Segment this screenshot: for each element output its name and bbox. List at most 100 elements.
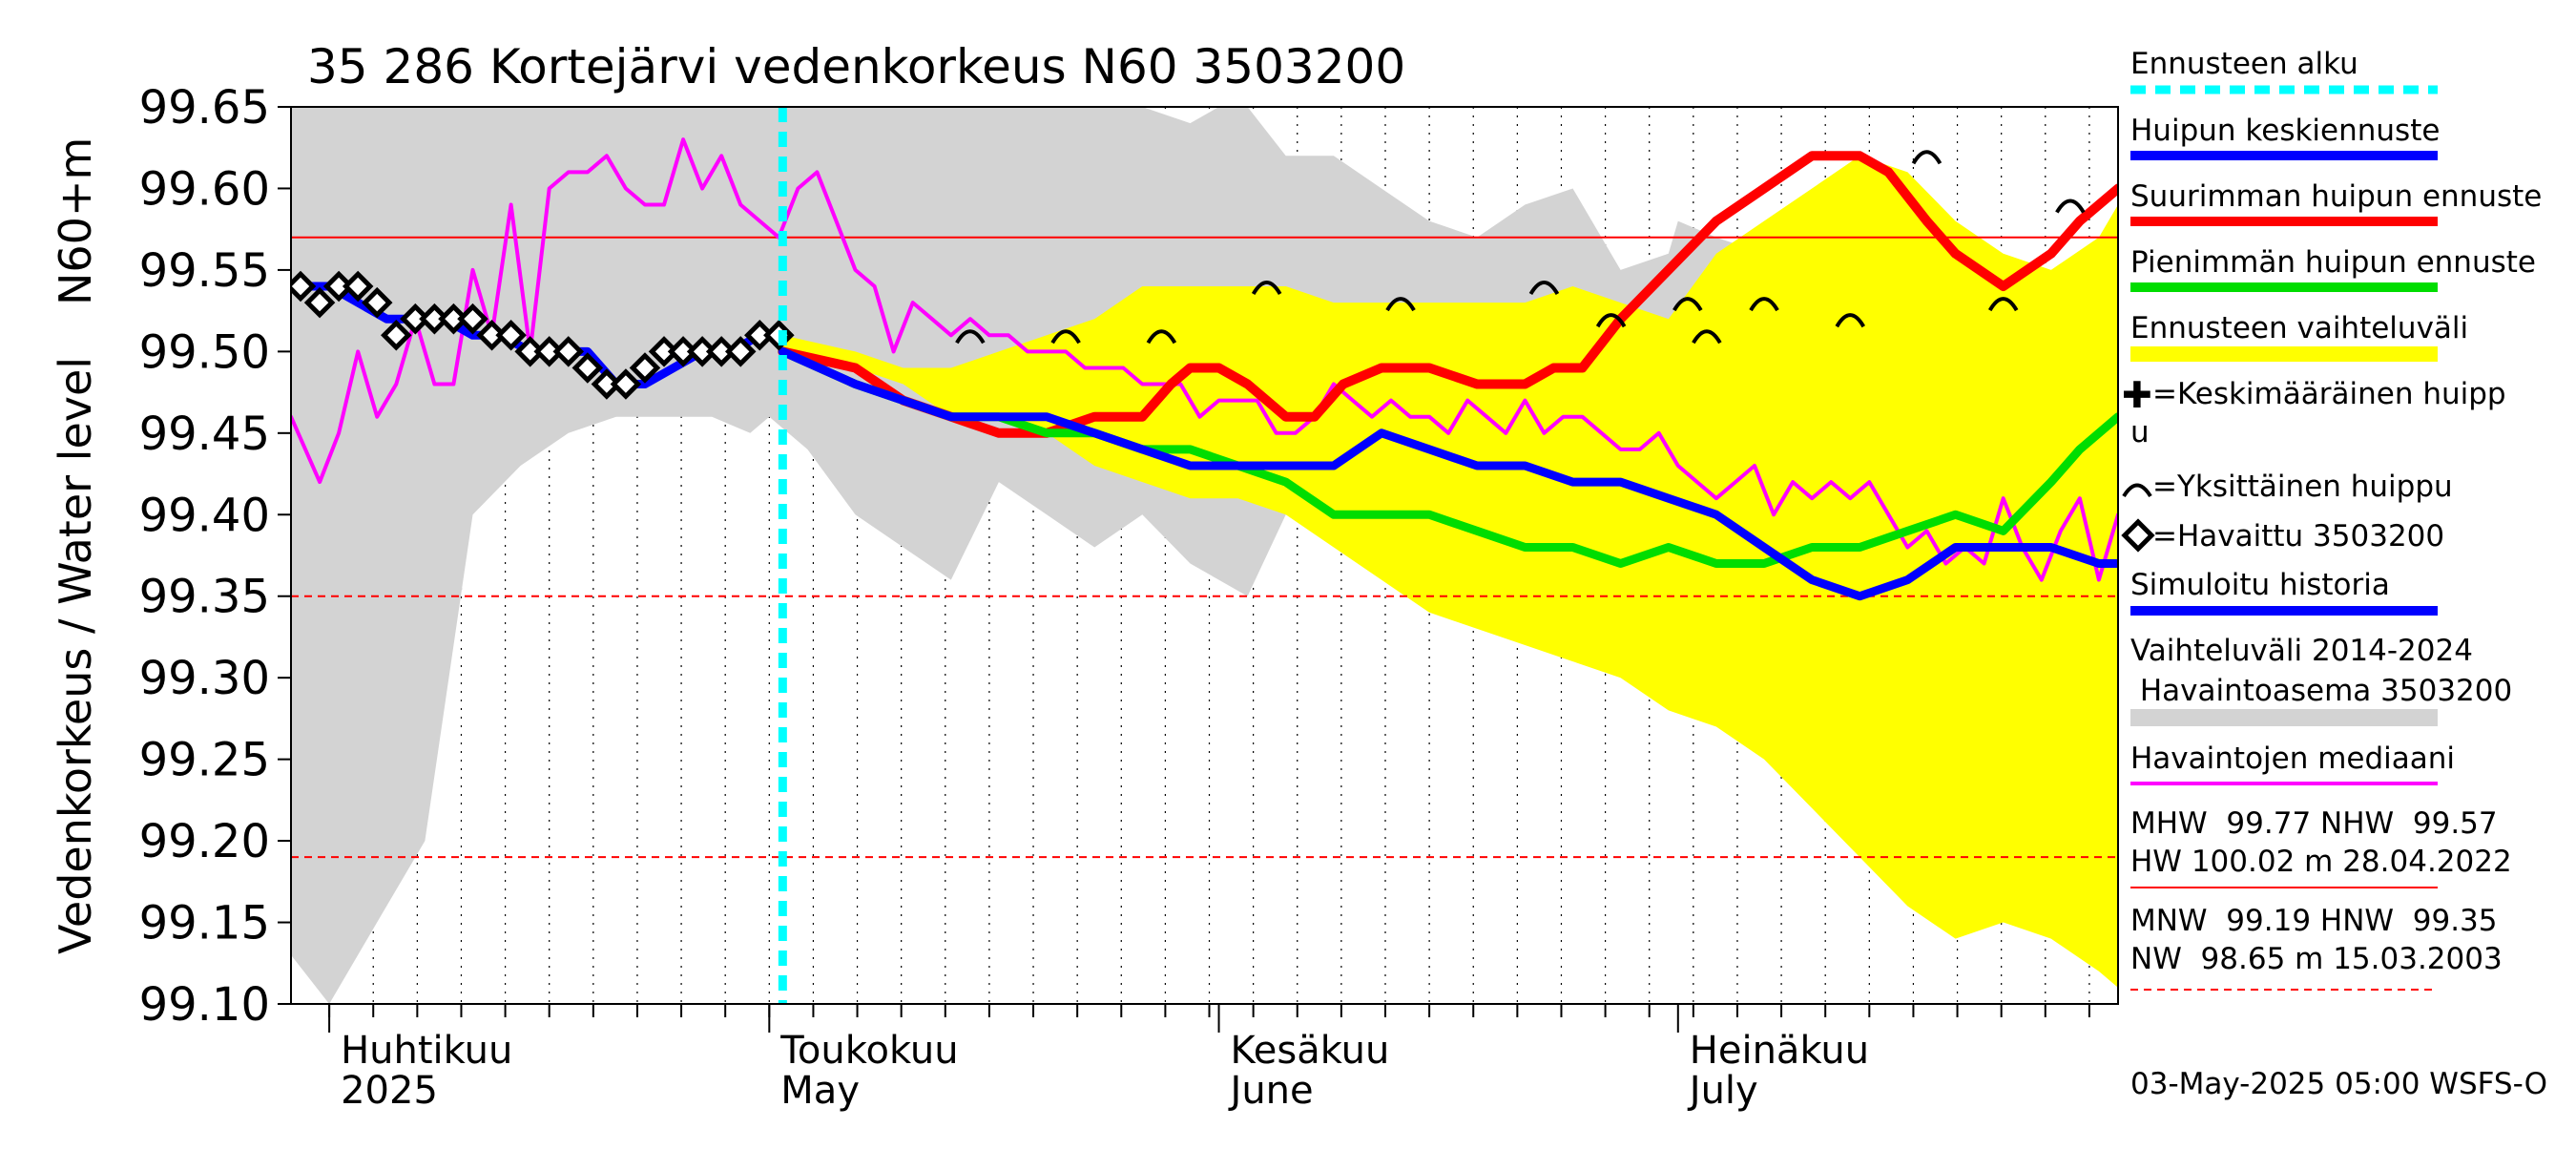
single-peak-point bbox=[1911, 150, 1942, 165]
y-axis-label: Vedenkorkeus / Water level bbox=[50, 357, 101, 954]
single-peak-point bbox=[1385, 297, 1416, 312]
single-peak-point bbox=[1672, 297, 1703, 312]
observed-point bbox=[648, 336, 680, 367]
observed-point bbox=[303, 286, 336, 319]
single-peak-point bbox=[1692, 329, 1722, 345]
stats-line-3: MNW 99.19 HNW 99.35 bbox=[2130, 904, 2498, 938]
observed-point bbox=[552, 336, 585, 367]
y-tick-label: 99.10 bbox=[139, 978, 270, 1032]
observed-point bbox=[667, 336, 699, 367]
y-tick-label: 99.40 bbox=[139, 489, 270, 542]
y-axis-ticks: 99.65 99.60 99.55 99.50 99.45 99.40 99.35 99.30… bbox=[139, 81, 291, 1032]
single-peak-point bbox=[955, 329, 986, 345]
y-tick-label: 99.25 bbox=[139, 734, 270, 787]
legend-label-avg-peak-cont: u bbox=[2130, 415, 2150, 449]
observed-point bbox=[291, 270, 317, 303]
legend-label-min-peak: Pienimmän huipun ennuste bbox=[2130, 245, 2536, 280]
plus-icon: ✚ bbox=[2122, 374, 2152, 416]
x-tick-label-toukokuu: Toukokuu bbox=[779, 1029, 958, 1073]
x-tick-label-huhtikuu: Huhtikuu bbox=[341, 1029, 512, 1073]
legend-label-forecast-start: Ennusteen alku bbox=[2130, 47, 2358, 81]
single-peak-point bbox=[1987, 297, 2019, 312]
legend-swatch-hist-range bbox=[2130, 709, 2438, 726]
legend-label-mean-peak: Huipun keskiennuste bbox=[2130, 114, 2440, 148]
legend-swatch-forecast-range bbox=[2130, 346, 2438, 362]
plot-frame bbox=[290, 106, 2119, 1005]
y-tick-label: 99.50 bbox=[139, 325, 270, 379]
legend: Ennusteen alku Huipun keskiennuste Suuri… bbox=[2121, 47, 2547, 1101]
legend-label-max-peak: Suurimman huipun ennuste bbox=[2130, 179, 2542, 214]
legend-label-forecast-range: Ennusteen vaihteluväli bbox=[2130, 311, 2468, 345]
x-tick-sublabel-july: July bbox=[1687, 1069, 1758, 1113]
y-tick-label: 99.35 bbox=[139, 571, 270, 624]
observed-point bbox=[744, 320, 776, 351]
single-peak-point bbox=[2055, 198, 2086, 214]
line-havaintojen-mediaani bbox=[291, 137, 2118, 582]
y-tick-label: 99.60 bbox=[139, 162, 270, 216]
series-lines bbox=[291, 137, 2118, 601]
observed-point bbox=[724, 336, 757, 367]
y-tick-label: 99.15 bbox=[139, 897, 270, 951]
timestamp-footer: 03-May-2025 05:00 WSFS-O bbox=[2130, 1067, 2547, 1101]
legend-label-avg-peak: =Keskimääräinen huipp bbox=[2152, 377, 2506, 411]
stats-line-4: NW 98.65 m 15.03.2003 bbox=[2130, 942, 2503, 976]
observed-point bbox=[457, 303, 488, 335]
y-tick-label: 99.20 bbox=[139, 815, 270, 868]
bands bbox=[291, 107, 2118, 1004]
chart-title: 35 286 Kortejärvi vedenkorkeus N60 35032… bbox=[307, 39, 1405, 94]
series-markers bbox=[291, 150, 2086, 400]
legend-label-single-peak: =Yksittäinen huippu bbox=[2152, 470, 2453, 504]
observed-point bbox=[533, 336, 565, 367]
observed-point bbox=[591, 368, 623, 400]
stats-line-2: HW 100.02 m 28.04.2022 bbox=[2130, 845, 2512, 879]
y-tick-label: 99.45 bbox=[139, 407, 270, 461]
observed-point bbox=[495, 320, 527, 351]
observed-point bbox=[629, 352, 661, 384]
stats-line-1: MHW 99.77 NHW 99.57 bbox=[2130, 806, 2498, 841]
single-peak-point bbox=[1146, 329, 1177, 345]
reference-lines bbox=[291, 236, 2118, 859]
single-peak-point bbox=[1835, 313, 1865, 328]
x-tick-sublabel-may: May bbox=[780, 1069, 860, 1113]
single-peak-point bbox=[1595, 313, 1627, 328]
single-peak-point bbox=[1749, 297, 1779, 312]
x-tick-sublabel-june: June bbox=[1228, 1069, 1314, 1113]
observed-point bbox=[342, 270, 374, 303]
observed-point bbox=[438, 303, 469, 335]
plot-area bbox=[291, 107, 2118, 1004]
single-peak-point bbox=[1528, 281, 1560, 296]
arc-icon bbox=[2122, 483, 2152, 498]
x-tick-sublabel-2025: 2025 bbox=[341, 1069, 438, 1113]
y-tick-label: 99.55 bbox=[139, 244, 270, 298]
line-pienimm-n-huipun-ennuste bbox=[778, 346, 2118, 568]
single-peak-point bbox=[1050, 329, 1081, 345]
x-tick-label-kes-kuu: Kesäkuu bbox=[1231, 1029, 1390, 1073]
y-tick-label: 99.30 bbox=[139, 652, 270, 705]
legend-label-median: Havaintojen mediaani bbox=[2130, 742, 2455, 776]
observed-point bbox=[419, 303, 450, 335]
observed-point bbox=[381, 320, 412, 351]
legend-label-hist-range: Vaihteluväli 2014-2024 bbox=[2130, 634, 2473, 668]
legend-label-observed: =Havaittu 3503200 bbox=[2152, 519, 2444, 554]
observed-point bbox=[705, 336, 737, 367]
line-huipun-keskiennuste bbox=[778, 346, 2118, 601]
single-peak-point bbox=[1251, 281, 1282, 296]
observed-point bbox=[322, 270, 355, 303]
observed-point bbox=[571, 352, 604, 384]
observed-point bbox=[686, 336, 718, 367]
observed-point bbox=[476, 320, 508, 351]
band-ennusteen-vaihteluv-li bbox=[782, 156, 2118, 988]
observed-point bbox=[400, 303, 431, 335]
y-tick-label: 99.65 bbox=[139, 81, 270, 135]
x-tick-label-hein-kuu: Heinäkuu bbox=[1690, 1029, 1869, 1073]
legend-label-sim-history: Simuloitu historia bbox=[2130, 568, 2390, 602]
diamond-icon bbox=[2121, 518, 2155, 553]
observed-point bbox=[610, 368, 642, 400]
legend-label-hist-range-station: Havaintoasema 3503200 bbox=[2130, 674, 2512, 708]
y-axis-unit-label: N60+m bbox=[50, 137, 101, 305]
observed-point bbox=[514, 336, 546, 367]
observed-point bbox=[361, 286, 393, 319]
